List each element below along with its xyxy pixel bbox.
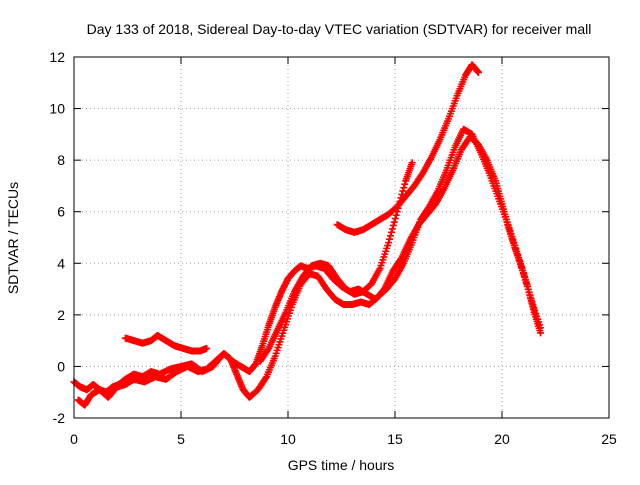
data-marker-track-d [399, 187, 407, 195]
x-tick-label: 15 [387, 431, 403, 447]
data-point-track-b [537, 324, 545, 332]
data-point-track-d [408, 159, 416, 167]
data-marker-track-b [518, 266, 526, 274]
plot-frame [73, 56, 610, 419]
data-marker-track-b [525, 289, 533, 297]
data-marker-track-b [527, 295, 535, 303]
x-tick-label: 0 [70, 431, 78, 447]
data-marker-track-b [516, 257, 524, 265]
x-tick-label: 20 [494, 431, 510, 447]
y-axis-label: SDTVAR / TECUs [5, 182, 21, 294]
data-marker-track-b [521, 276, 529, 284]
data-point-track-b [511, 241, 519, 249]
data-marker-track-b [517, 263, 525, 271]
data-marker-track-b [526, 292, 534, 300]
data-marker-track-d [391, 215, 399, 223]
data-marker-track-d [387, 228, 395, 236]
data-marker-track-b [522, 279, 530, 287]
points-layer [70, 61, 545, 409]
y-tick-label: 2 [57, 307, 65, 323]
x-axis-label: GPS time / hours [288, 457, 395, 473]
data-marker-track-b [520, 273, 528, 281]
data-marker-track-b [514, 251, 522, 259]
data-marker-track-b [515, 254, 523, 262]
y-tick-label: 12 [49, 49, 65, 65]
y-tick-label: 0 [57, 358, 65, 374]
data-point-track-e [474, 68, 482, 76]
grid-layer [74, 57, 609, 418]
data-marker-track-b [524, 285, 532, 293]
x-tick-label: 10 [280, 431, 296, 447]
x-tick-label: 5 [177, 431, 185, 447]
data-marker-track-d [401, 180, 409, 188]
chart-title: Day 133 of 2018, Sidereal Day-to-day VTE… [87, 21, 592, 37]
data-marker-track-b [523, 282, 531, 290]
data-marker-track-d [400, 184, 408, 192]
y-tick-label: 8 [57, 152, 65, 168]
y-tick-label: -2 [53, 410, 66, 426]
data-point-track-b [519, 270, 527, 278]
data-marker-track-d [386, 235, 394, 243]
data-marker-track-d [390, 218, 398, 226]
data-marker-track-d [392, 211, 400, 219]
y-tick-label: 6 [57, 204, 65, 220]
data-point-track-d [385, 239, 393, 247]
data-marker-track-b [512, 244, 520, 252]
y-tick-label: 4 [57, 255, 65, 271]
data-marker-track-b [517, 260, 525, 268]
data-marker-track-d [388, 225, 396, 233]
data-point-track-c [203, 344, 211, 352]
data-marker-track-d [389, 221, 397, 229]
data-marker-track-b [513, 248, 521, 256]
data-marker-track-d [386, 232, 394, 240]
x-tick-label: 25 [601, 431, 617, 447]
y-tick-label: 10 [49, 101, 65, 117]
data-marker-track-b [262, 374, 270, 382]
